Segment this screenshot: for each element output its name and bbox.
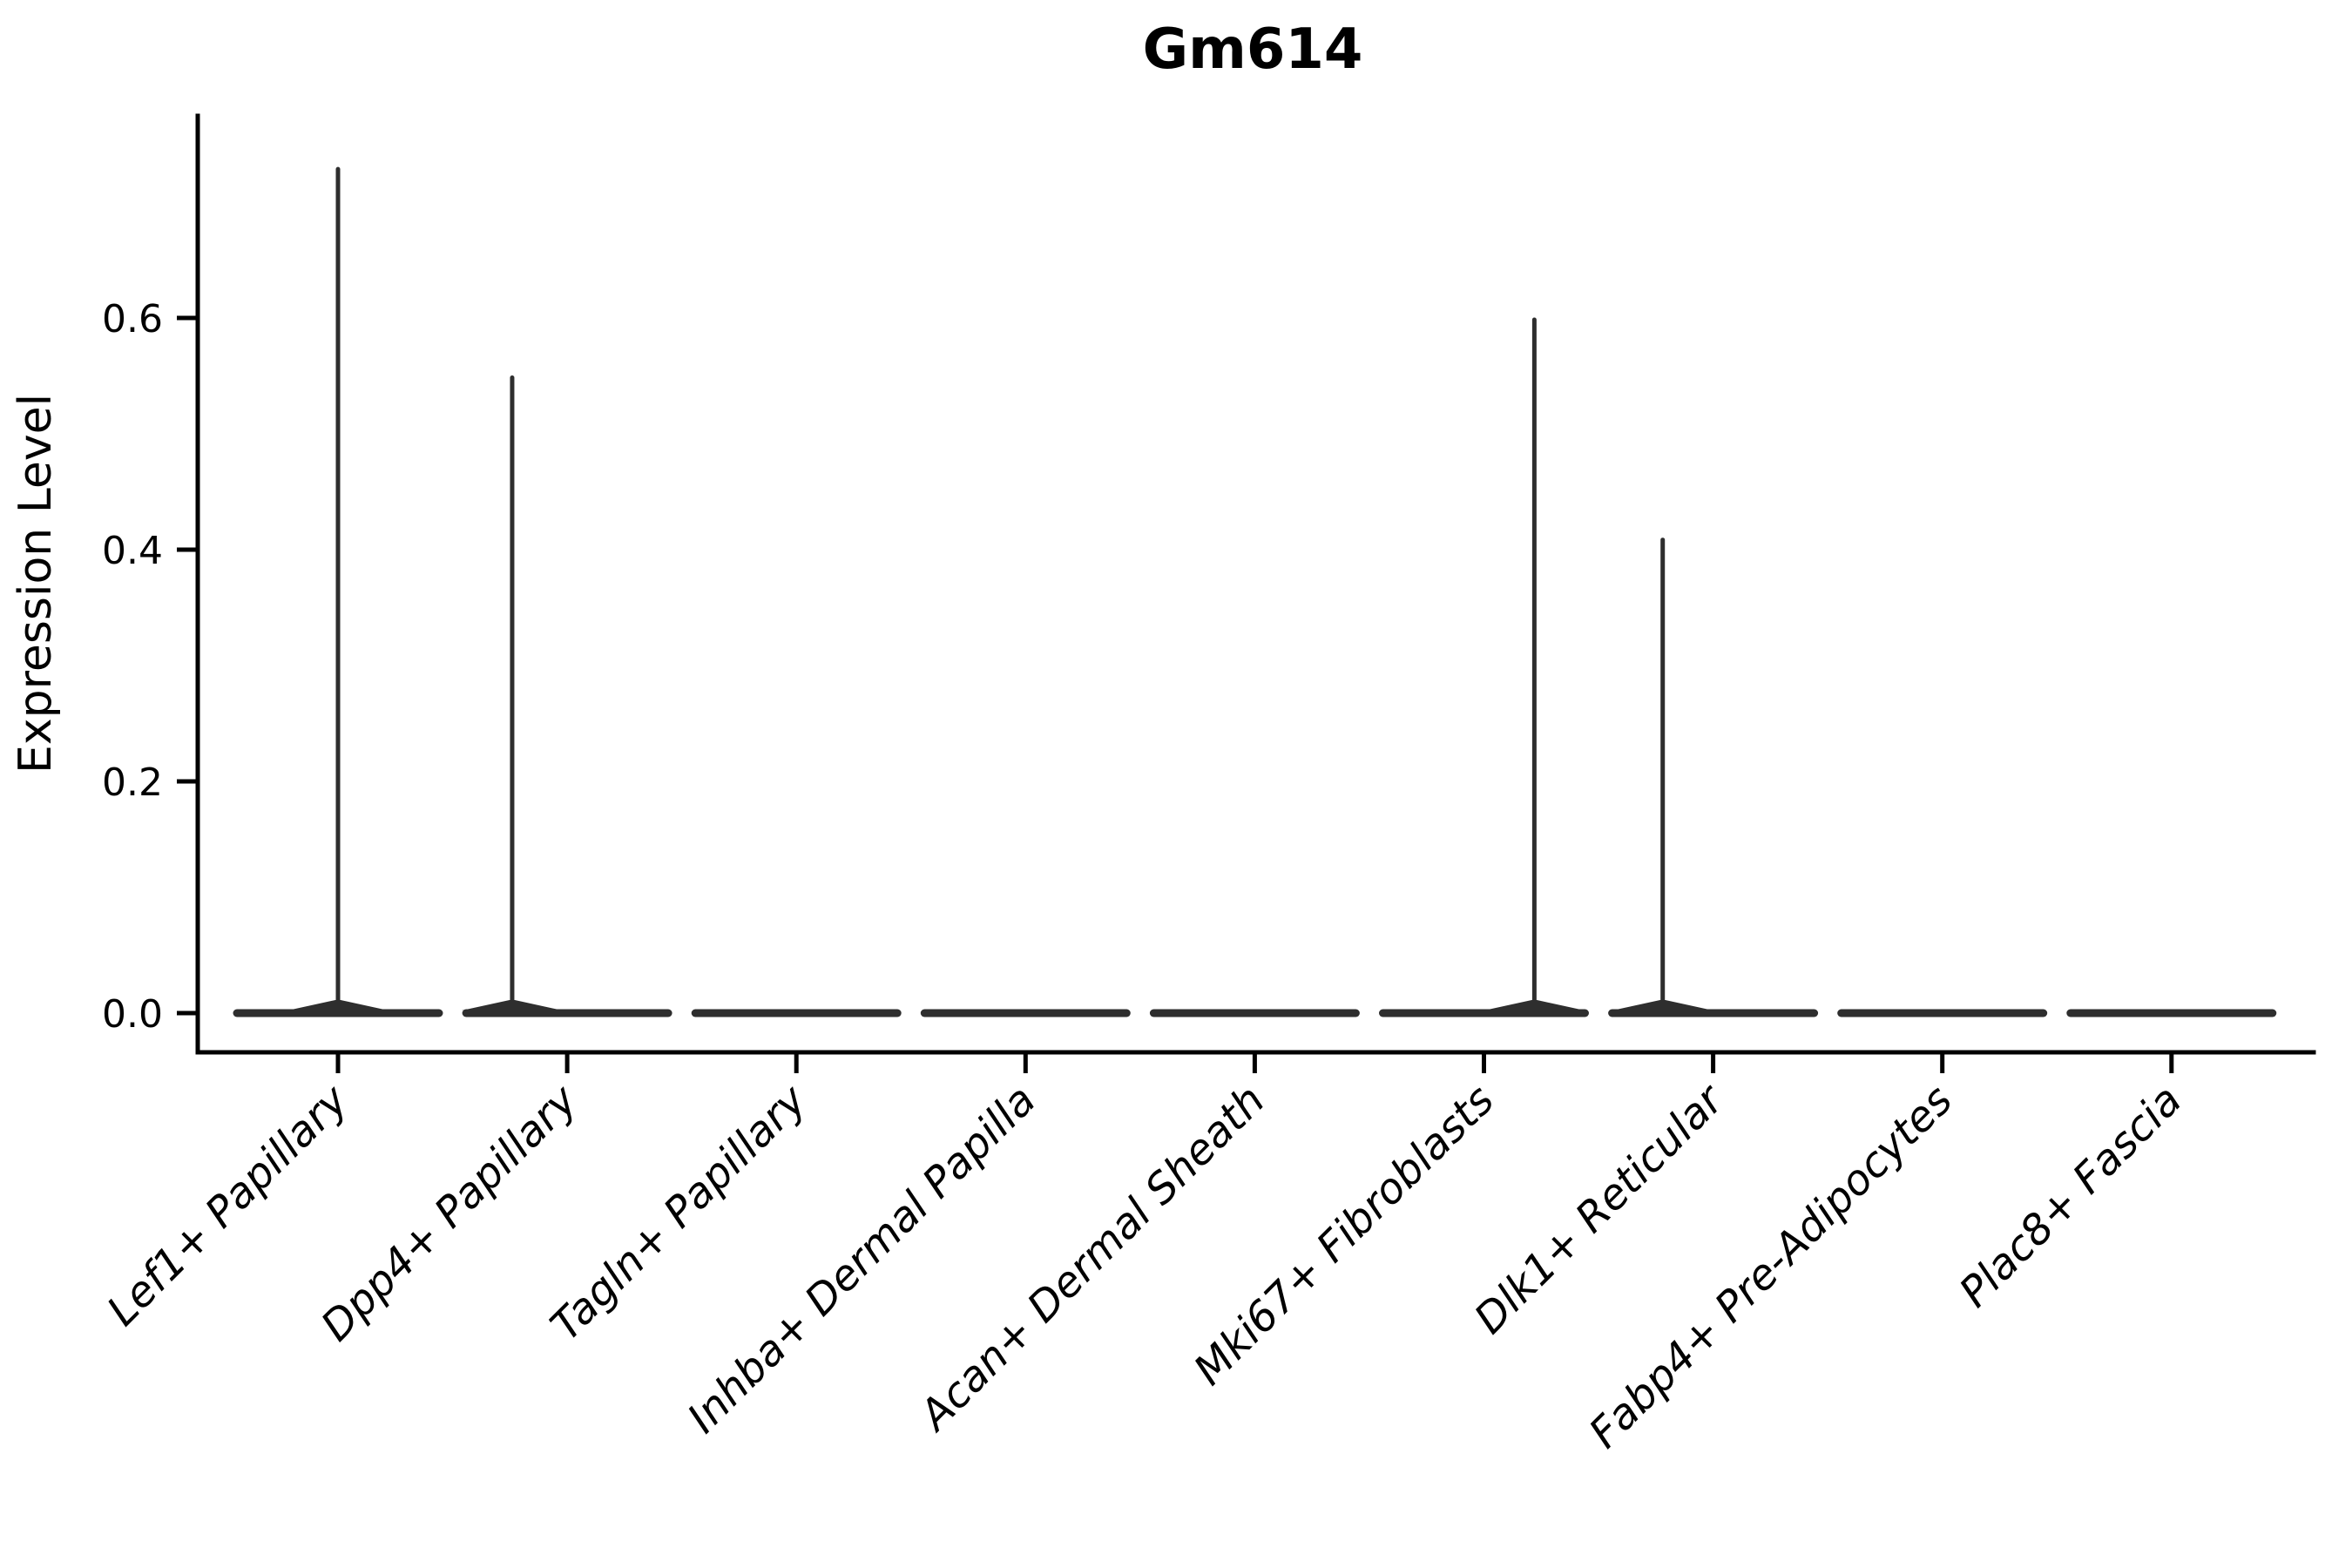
x-tick-label: Dpp4+ Papillary <box>312 1075 587 1350</box>
violin-base <box>1149 1009 1360 1017</box>
violin <box>920 1009 1131 1017</box>
violin <box>233 166 443 1017</box>
violin-base <box>462 1009 672 1017</box>
violin <box>461 375 672 1017</box>
violin-base <box>920 1009 1131 1017</box>
y-tick-label: 0.0 <box>102 992 163 1037</box>
y-axis-label: Expression Level <box>10 394 62 774</box>
violins-layer <box>233 166 2277 1017</box>
axis-spine <box>195 113 2316 1055</box>
violin-base <box>691 1009 902 1017</box>
violin <box>1379 317 1589 1017</box>
y-tick-label: 0.2 <box>102 760 163 805</box>
x-tick-label: Plac8+ Fascia <box>1950 1076 2192 1317</box>
violin <box>1149 1009 1360 1017</box>
violin <box>1608 537 1819 1017</box>
x-tick-label: Tagln+ Papillary <box>541 1075 816 1350</box>
violin-base <box>1608 1009 1819 1017</box>
y-tick-label: 0.4 <box>102 529 163 573</box>
violin <box>691 1009 902 1017</box>
violin-base <box>233 1009 443 1017</box>
y-axis: 0.0 0.2 0.4 0.6 <box>102 297 198 1037</box>
violin-base <box>1837 1009 2048 1017</box>
axes-spines <box>195 113 2316 1055</box>
x-tick-label: Lef1+ Papillary <box>98 1075 358 1335</box>
violin <box>2066 1009 2277 1017</box>
y-tick-label: 0.6 <box>102 297 163 341</box>
x-tick-label: Fabp4+ Pre-Adipocytes <box>1580 1076 1963 1458</box>
chart-title: Gm614 <box>1143 17 1363 82</box>
x-tick-label: Dlk1+ Reticular <box>1465 1074 1735 1344</box>
violin <box>1837 1009 2048 1017</box>
violin-base <box>1379 1009 1589 1017</box>
violin-base <box>2066 1009 2277 1017</box>
